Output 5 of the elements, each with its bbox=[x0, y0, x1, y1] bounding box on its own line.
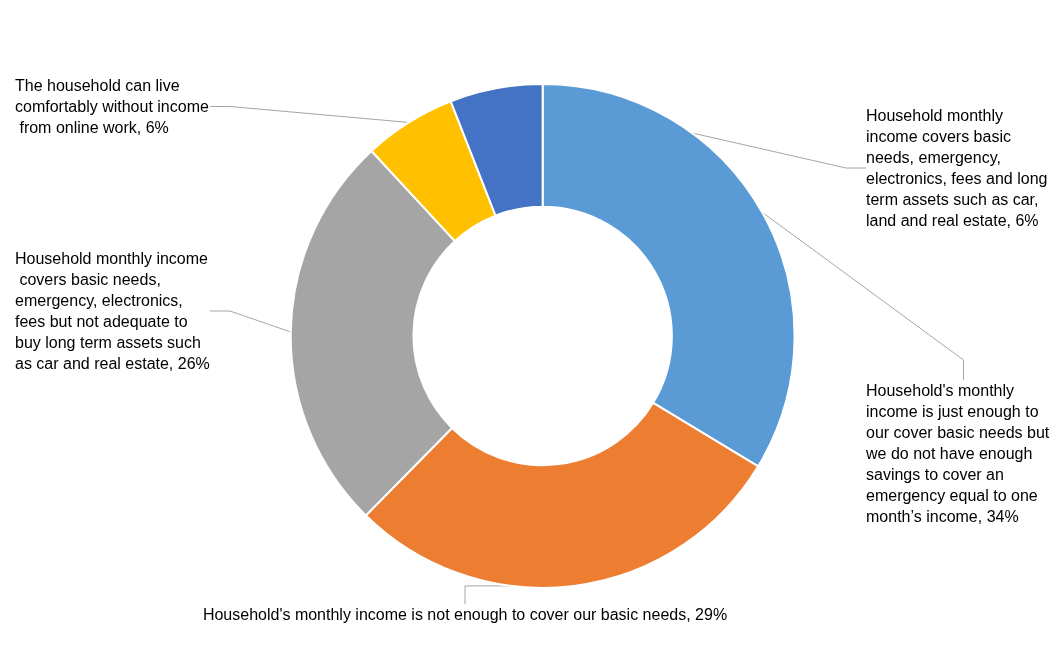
slice-label: Household monthly income covers basic needs, emergency, electronics, fees and long term assets such as car, land and real estate, 6% bbox=[866, 107, 1052, 229]
slice-label: Household monthly income covers basic needs, emergency, electronics, fees but not adequate to buy long term assets such as car and real estate, 26% bbox=[15, 250, 210, 372]
slice-label: The household can live comfortably without income from online work, 6% bbox=[15, 77, 209, 136]
slice-label: Household's monthly income is not enough to cover our basic needs, 29% bbox=[202, 606, 728, 623]
slice-label: Household's monthly income is just enough to our cover basic needs but we do not have enough savings to cover an emergency equal to one month’s income, 34% bbox=[865, 382, 1054, 525]
